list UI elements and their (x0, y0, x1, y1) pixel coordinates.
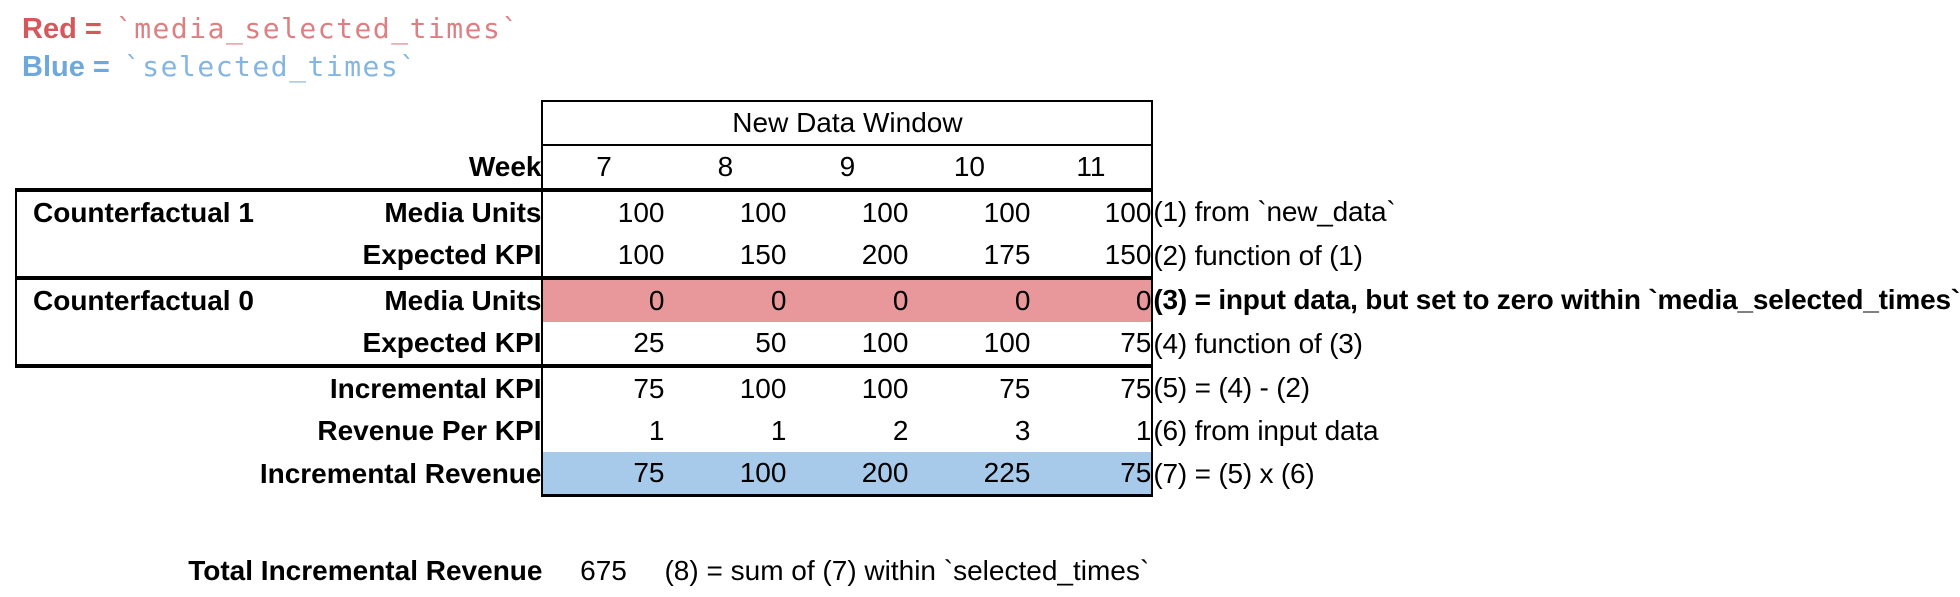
value-cell: 75 (1030, 322, 1152, 366)
row-label: Media Units (384, 199, 541, 227)
legend-red-line: Red = `media_selected_times` (22, 10, 520, 48)
row-label: Expected KPI (363, 329, 542, 357)
row-label: Expected KPI (363, 241, 542, 269)
note-cell: (2) function of (1) (1152, 234, 1960, 278)
value-cell: 75 (908, 366, 1030, 410)
note-cell: (7) = (5) x (6) (1152, 452, 1960, 496)
week-header-cell: 9 (786, 145, 908, 190)
value-cell: 75 (1030, 366, 1152, 410)
note-cell: (6) from input data (1152, 410, 1960, 452)
value-cell: 100 (542, 234, 664, 278)
value-cell: 150 (664, 234, 786, 278)
value-cell-blue: 100 (664, 452, 786, 496)
group-label: Counterfactual 1 (17, 199, 254, 227)
note-cell: (1) from `new_data` (1152, 190, 1960, 234)
value-cell: 1 (664, 410, 786, 452)
table-row: Incremental Revenue 75 100 200 225 75 (7… (16, 452, 1960, 496)
legend-blue-code: `selected_times` (124, 50, 418, 83)
note-cell: (4) function of (3) (1152, 322, 1960, 366)
value-cell-red: 0 (908, 278, 1030, 322)
value-cell: 100 (786, 190, 908, 234)
value-cell: 1 (1030, 410, 1152, 452)
row-label-cell: Counterfactual 0 Media Units (16, 278, 542, 322)
total-label: Total Incremental Revenue (16, 496, 542, 597)
row-label-cell: Revenue Per KPI (16, 410, 542, 452)
value-cell: 100 (908, 322, 1030, 366)
value-cell: 200 (786, 234, 908, 278)
value-cell: 25 (542, 322, 664, 366)
value-cell-blue: 225 (908, 452, 1030, 496)
table-row: Counterfactual 0 Media Units 0 0 0 0 0 (… (16, 278, 1960, 322)
note-cell: (5) = (4) - (2) (1152, 366, 1960, 410)
row-label: Incremental KPI (330, 375, 542, 403)
week-header-cell: 11 (1030, 145, 1152, 190)
row-label-cell: Incremental Revenue (16, 452, 542, 496)
row-label: Revenue Per KPI (317, 417, 541, 445)
group-label: Counterfactual 0 (17, 287, 254, 315)
value-cell-red: 0 (664, 278, 786, 322)
row-label-cell: Incremental KPI (16, 366, 542, 410)
value-cell: 1 (542, 410, 664, 452)
value-cell-red: 0 (542, 278, 664, 322)
value-cell-blue: 200 (786, 452, 908, 496)
table-row: Week 7 8 9 10 11 (16, 145, 1960, 190)
empty-cell (16, 101, 542, 145)
row-label-cell: Expected KPI (16, 234, 542, 278)
color-legend: Red = `media_selected_times` Blue = `sel… (22, 10, 520, 86)
legend-blue-label: Blue = (22, 51, 110, 83)
week-header-cell: 10 (908, 145, 1030, 190)
row-label-cell: Expected KPI (16, 322, 542, 366)
note-cell: (3) = input data, but set to zero within… (1152, 278, 1960, 322)
value-cell: 100 (786, 322, 908, 366)
total-note: (8) = sum of (7) within `selected_times` (664, 496, 1960, 597)
row-label: Media Units (384, 287, 541, 315)
week-header-cell: 7 (542, 145, 664, 190)
value-cell: 50 (664, 322, 786, 366)
value-cell-blue: 75 (1030, 452, 1152, 496)
empty-cell (1152, 101, 1960, 145)
value-cell: 100 (786, 366, 908, 410)
value-cell: 150 (1030, 234, 1152, 278)
legend-red-code: `media_selected_times` (116, 12, 520, 45)
value-cell: 3 (908, 410, 1030, 452)
value-cell-red: 0 (786, 278, 908, 322)
table-row: Expected KPI 25 50 100 100 75 (4) functi… (16, 322, 1960, 366)
table-row: Counterfactual 1 Media Units 100 100 100… (16, 190, 1960, 234)
table-row: Revenue Per KPI 1 1 2 3 1 (6) from input… (16, 410, 1960, 452)
value-cell: 100 (542, 190, 664, 234)
value-cell-red: 0 (1030, 278, 1152, 322)
legend-red-label: Red = (22, 13, 102, 45)
legend-blue-line: Blue = `selected_times` (22, 48, 520, 86)
table-row: Expected KPI 100 150 200 175 150 (2) fun… (16, 234, 1960, 278)
value-cell: 175 (908, 234, 1030, 278)
week-header-cell: 8 (664, 145, 786, 190)
row-label-cell: Counterfactual 1 Media Units (16, 190, 542, 234)
counterfactual-table: New Data Window Week 7 8 9 10 11 Counter… (15, 100, 1960, 597)
total-row: Total Incremental Revenue 675 (8) = sum … (16, 496, 1960, 597)
value-cell: 100 (908, 190, 1030, 234)
total-value: 675 (542, 496, 664, 597)
value-cell-blue: 75 (542, 452, 664, 496)
empty-cell (1152, 145, 1960, 190)
table-row: New Data Window (16, 101, 1960, 145)
value-cell: 100 (1030, 190, 1152, 234)
window-header-cell: New Data Window (542, 101, 1152, 145)
week-label: Week (16, 145, 542, 190)
value-cell: 100 (664, 190, 786, 234)
value-cell: 75 (542, 366, 664, 410)
value-cell: 100 (664, 366, 786, 410)
value-cell: 2 (786, 410, 908, 452)
table-row: Incremental KPI 75 100 100 75 75 (5) = (… (16, 366, 1960, 410)
row-label: Incremental Revenue (260, 460, 542, 488)
